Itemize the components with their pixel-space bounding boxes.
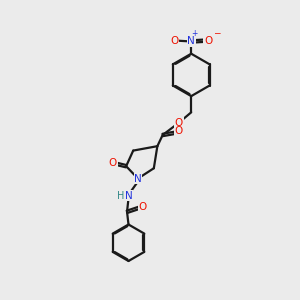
Text: O: O (170, 36, 178, 46)
Text: H: H (117, 191, 124, 201)
Text: N: N (187, 36, 195, 46)
Text: O: O (204, 36, 212, 46)
Text: O: O (138, 202, 146, 212)
Text: N: N (134, 174, 142, 184)
Text: O: O (175, 118, 183, 128)
Text: O: O (175, 126, 183, 136)
Text: O: O (109, 158, 117, 168)
Text: −: − (213, 28, 220, 37)
Text: +: + (192, 28, 198, 38)
Text: N: N (125, 191, 133, 201)
